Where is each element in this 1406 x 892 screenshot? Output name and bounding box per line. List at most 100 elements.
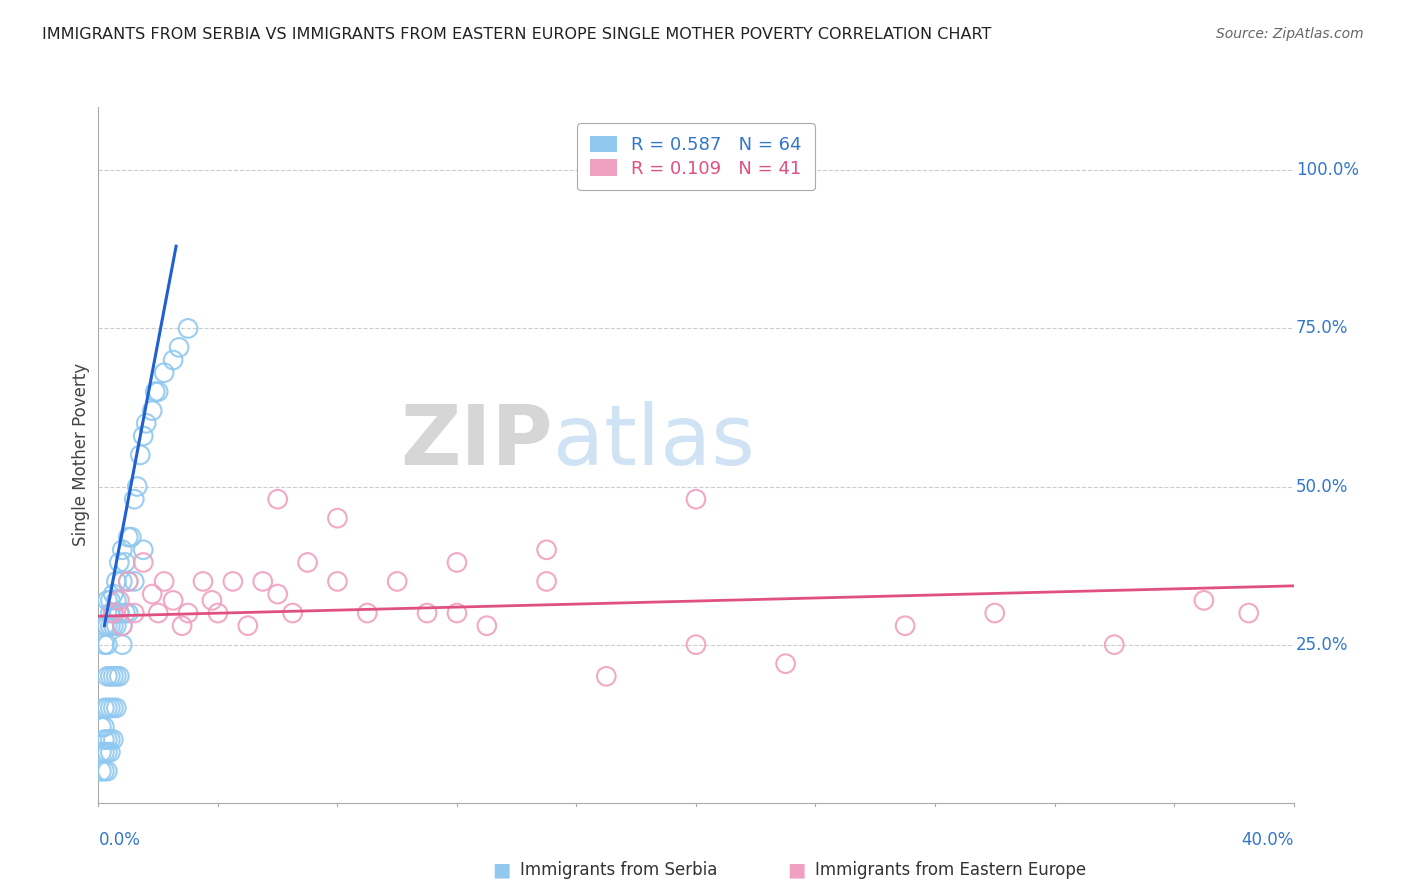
Point <box>98 669 122 683</box>
Text: 100.0%: 100.0% <box>1296 161 1360 179</box>
Point <box>983 606 1005 620</box>
Point <box>267 492 290 507</box>
Point <box>894 618 917 632</box>
Point <box>297 556 319 570</box>
Point <box>111 542 134 557</box>
Point <box>93 732 115 747</box>
Text: ■: ■ <box>492 860 510 880</box>
Point <box>105 669 128 683</box>
Point <box>96 593 118 607</box>
Point <box>98 593 122 607</box>
Text: IMMIGRANTS FROM SERBIA VS IMMIGRANTS FROM EASTERN EUROPE SINGLE MOTHER POVERTY C: IMMIGRANTS FROM SERBIA VS IMMIGRANTS FRO… <box>42 27 991 42</box>
Text: atlas: atlas <box>553 401 754 482</box>
Point <box>93 764 115 779</box>
Point <box>111 574 134 589</box>
Text: Source: ZipAtlas.com: Source: ZipAtlas.com <box>1216 27 1364 41</box>
Point <box>127 479 149 493</box>
Point <box>98 618 122 632</box>
Point <box>96 669 118 683</box>
Point <box>96 701 118 715</box>
Point <box>105 701 128 715</box>
Point <box>536 542 558 557</box>
Point <box>103 732 125 747</box>
Point <box>90 745 112 759</box>
Point <box>141 587 163 601</box>
Point <box>153 366 176 380</box>
Point <box>103 618 125 632</box>
Point <box>103 606 125 620</box>
Point <box>103 701 125 715</box>
Text: 50.0%: 50.0% <box>1296 477 1348 496</box>
Point <box>117 574 139 589</box>
Point <box>162 353 184 368</box>
Point <box>103 669 125 683</box>
Point <box>356 606 378 620</box>
Point <box>93 745 115 759</box>
Point <box>98 732 122 747</box>
Point <box>141 403 163 417</box>
Point <box>148 606 170 620</box>
Point <box>167 340 190 354</box>
Text: 40.0%: 40.0% <box>1241 830 1294 848</box>
Point <box>148 384 170 399</box>
Point <box>96 745 118 759</box>
Point <box>201 593 224 607</box>
Point <box>132 556 155 570</box>
Point <box>111 638 134 652</box>
Point <box>1104 638 1126 652</box>
Point <box>252 574 274 589</box>
Point <box>90 720 112 734</box>
Point <box>93 701 115 715</box>
Point <box>105 574 128 589</box>
Point <box>129 448 152 462</box>
Point <box>191 574 214 589</box>
Point <box>114 606 136 620</box>
Point <box>143 384 166 399</box>
Point <box>93 618 115 632</box>
Point <box>685 638 707 652</box>
Point <box>124 574 146 589</box>
Legend: R = 0.587   N = 64, R = 0.109   N = 41: R = 0.587 N = 64, R = 0.109 N = 41 <box>578 123 814 190</box>
Point <box>93 720 115 734</box>
Text: ZIP: ZIP <box>401 401 553 482</box>
Text: 25.0%: 25.0% <box>1296 636 1348 654</box>
Point <box>207 606 229 620</box>
Point <box>132 542 155 557</box>
Point <box>105 593 128 607</box>
Text: ■: ■ <box>787 860 806 880</box>
Point <box>416 606 439 620</box>
Point <box>536 574 558 589</box>
Point <box>98 745 122 759</box>
Point <box>108 556 131 570</box>
Text: 75.0%: 75.0% <box>1296 319 1348 337</box>
Point <box>222 574 245 589</box>
Point <box>685 492 707 507</box>
Point <box>108 606 131 620</box>
Point <box>117 606 139 620</box>
Point <box>267 587 290 601</box>
Point <box>1237 606 1260 620</box>
Point <box>162 593 184 607</box>
Point <box>117 574 139 589</box>
Point <box>108 606 131 620</box>
Point <box>177 606 200 620</box>
Point <box>326 574 349 589</box>
Point <box>108 669 131 683</box>
Point <box>103 606 125 620</box>
Point <box>172 618 194 632</box>
Point <box>117 530 139 544</box>
Point <box>120 530 142 544</box>
Point <box>326 511 349 525</box>
Point <box>96 732 118 747</box>
Point <box>96 638 118 652</box>
Point <box>124 492 146 507</box>
Point <box>96 618 118 632</box>
Point <box>153 574 176 589</box>
Point <box>135 417 157 431</box>
Point <box>124 606 146 620</box>
Text: 0.0%: 0.0% <box>98 830 141 848</box>
Point <box>98 701 122 715</box>
Point <box>446 556 468 570</box>
Point <box>90 764 112 779</box>
Point <box>105 618 128 632</box>
